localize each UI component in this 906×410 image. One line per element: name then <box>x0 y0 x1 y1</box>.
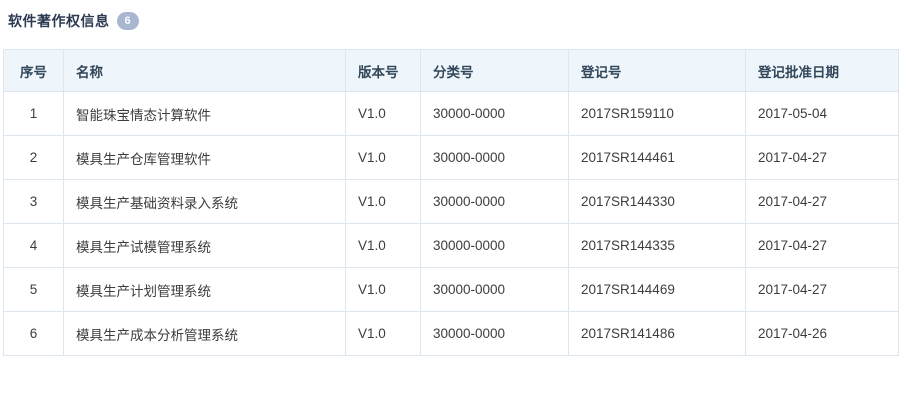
column-header-approve_date: 登记批准日期 <box>745 49 899 92</box>
cell-name: 模具生产仓库管理软件 <box>63 135 346 180</box>
cell-version: V1.0 <box>345 91 421 136</box>
table-row: 3 模具生产基础资料录入系统 V1.0 30000-0000 2017SR144330 2… <box>3 179 899 224</box>
cell-name: 模具生产试模管理系统 <box>63 223 346 268</box>
cell-reg_no: 2017SR144461 <box>568 135 746 180</box>
page-title: 软件著作权信息 <box>8 13 110 29</box>
table-row: 1 智能珠宝情态计算软件 V1.0 30000-0000 2017SR159110 201… <box>3 91 899 136</box>
cell-approve_date: 2017-04-27 <box>745 135 899 180</box>
cell-index: 2 <box>3 135 64 180</box>
cell-reg_no: 2017SR144330 <box>568 179 746 224</box>
cell-category: 30000-0000 <box>420 267 569 312</box>
cell-name: 模具生产计划管理系统 <box>63 267 346 312</box>
cell-index: 5 <box>3 267 64 312</box>
cell-approve_date: 2017-04-27 <box>745 267 899 312</box>
table-header: 序号 名称 版本号 分类号 登记号 登记批准日期 <box>3 49 899 92</box>
cell-category: 30000-0000 <box>420 179 569 224</box>
cell-reg_no: 2017SR144469 <box>568 267 746 312</box>
cell-category: 30000-0000 <box>420 223 569 268</box>
cell-reg_no: 2017SR141486 <box>568 311 746 356</box>
cell-name: 模具生产基础资料录入系统 <box>63 179 346 224</box>
cell-category: 30000-0000 <box>420 135 569 180</box>
table-row: 5 模具生产计划管理系统 V1.0 30000-0000 2017SR144469 201… <box>3 267 899 312</box>
cell-reg_no: 2017SR144335 <box>568 223 746 268</box>
column-header-name: 名称 <box>63 49 346 92</box>
cell-approve_date: 2017-05-04 <box>745 91 899 136</box>
column-header-category: 分类号 <box>420 49 569 92</box>
cell-category: 30000-0000 <box>420 311 569 356</box>
record-count-badge: 6 <box>116 12 139 30</box>
column-header-index: 序号 <box>3 49 64 92</box>
cell-approve_date: 2017-04-27 <box>745 223 899 268</box>
cell-approve_date: 2017-04-27 <box>745 179 899 224</box>
table-row: 2 模具生产仓库管理软件 V1.0 30000-0000 2017SR144461 201… <box>3 135 899 180</box>
cell-name: 模具生产成本分析管理系统 <box>63 311 346 356</box>
cell-reg_no: 2017SR159110 <box>568 91 746 136</box>
cell-version: V1.0 <box>345 267 421 312</box>
cell-name: 智能珠宝情态计算软件 <box>63 91 346 136</box>
cell-version: V1.0 <box>345 223 421 268</box>
cell-index: 3 <box>3 179 64 224</box>
cell-version: V1.0 <box>345 135 421 180</box>
section-header: 软件著作权信息 6 <box>0 0 906 32</box>
column-header-version: 版本号 <box>345 49 421 92</box>
software-copyright-table: 序号 名称 版本号 分类号 登记号 登记批准日期 1 智能珠宝情态计算软件 V1.0 30000… <box>3 49 899 356</box>
cell-version: V1.0 <box>345 311 421 356</box>
table-body: 1 智能珠宝情态计算软件 V1.0 30000-0000 2017SR159110 201… <box>3 91 899 356</box>
table-row: 4 模具生产试模管理系统 V1.0 30000-0000 2017SR144335 201… <box>3 223 899 268</box>
column-header-reg_no: 登记号 <box>568 49 746 92</box>
cell-version: V1.0 <box>345 179 421 224</box>
cell-approve_date: 2017-04-26 <box>745 311 899 356</box>
table-row: 6 模具生产成本分析管理系统 V1.0 30000-0000 2017SR141486 2… <box>3 311 899 356</box>
cell-index: 6 <box>3 311 64 356</box>
cell-category: 30000-0000 <box>420 91 569 136</box>
cell-index: 4 <box>3 223 64 268</box>
table-header-row: 序号 名称 版本号 分类号 登记号 登记批准日期 <box>3 49 899 92</box>
cell-index: 1 <box>3 91 64 136</box>
